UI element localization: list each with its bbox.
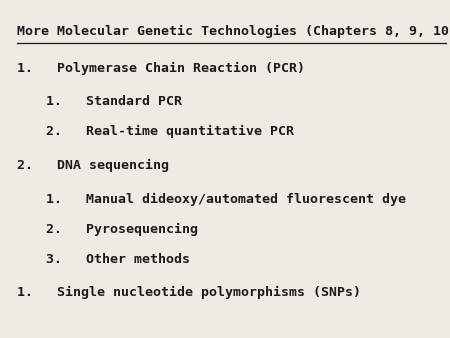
Text: 2.   Pyrosequencing: 2. Pyrosequencing <box>45 223 198 236</box>
Text: 2.   Real-time quantitative PCR: 2. Real-time quantitative PCR <box>45 125 294 139</box>
Text: 1.   Manual dideoxy/automated fluorescent dye: 1. Manual dideoxy/automated fluorescent … <box>45 192 405 206</box>
Text: 1.   Single nucleotide polymorphisms (SNPs): 1. Single nucleotide polymorphisms (SNPs… <box>17 286 361 299</box>
Text: 1.   Polymerase Chain Reaction (PCR): 1. Polymerase Chain Reaction (PCR) <box>17 62 305 75</box>
Text: 1.   Standard PCR: 1. Standard PCR <box>45 95 182 108</box>
Text: 3.   Other methods: 3. Other methods <box>45 253 189 266</box>
Text: More Molecular Genetic Technologies (Chapters 8, 9, 10): More Molecular Genetic Technologies (Cha… <box>17 25 450 38</box>
Text: 2.   DNA sequencing: 2. DNA sequencing <box>17 159 169 172</box>
